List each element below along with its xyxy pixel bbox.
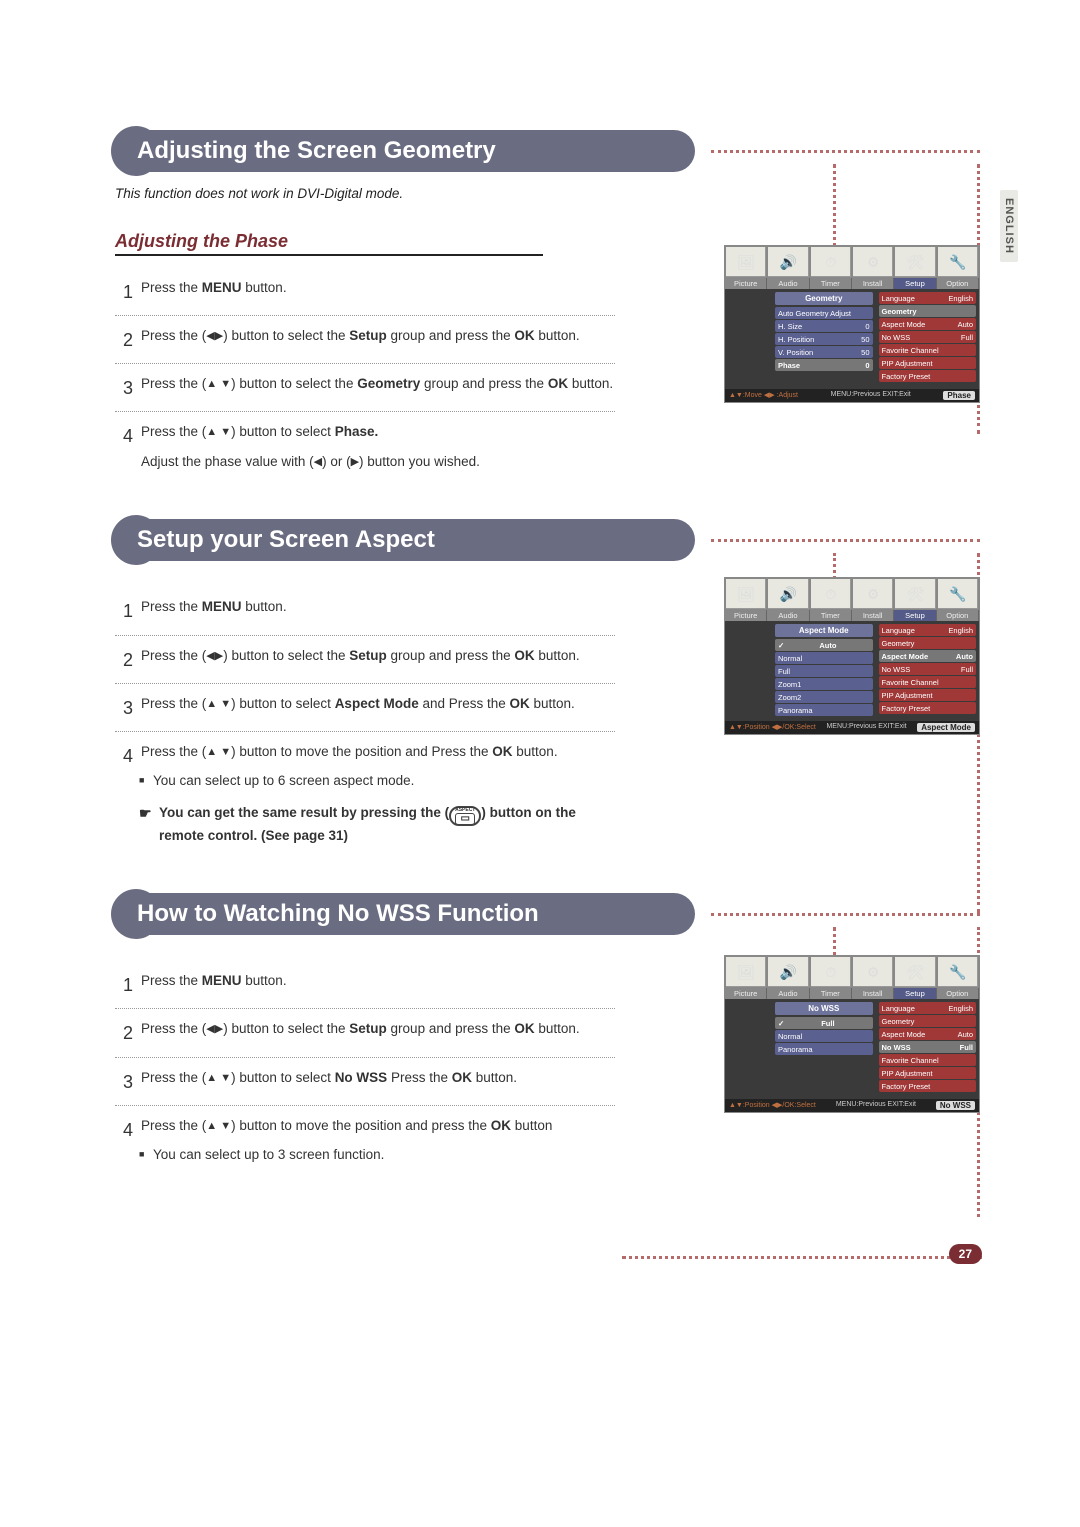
step-text: Press the (◀▶) button to select the Setu…: [141, 646, 615, 673]
page-number: 27: [949, 1244, 982, 1264]
step-num: 4: [115, 742, 141, 846]
step-num: 4: [115, 422, 141, 471]
step-text: Press the (▲ ▼) button to move the posit…: [141, 742, 615, 846]
bullet-note: You can select up to 3 screen function.: [141, 1145, 615, 1165]
step-text: Press the MENU button.: [141, 597, 615, 624]
language-tab: ENGLISH: [1000, 190, 1018, 262]
step-list: 1Press the MENU button. 2Press the (◀▶) …: [115, 587, 615, 855]
step-num: 4: [115, 1116, 141, 1165]
dotted-rule: [711, 913, 980, 916]
dotted-rule: [711, 539, 980, 542]
osd-screenshot-geometry: 🖼🔊⏱⚙🛠🔧PictureAudioTimerInstallSetupOptio…: [724, 245, 980, 403]
step-num: 2: [115, 1019, 141, 1046]
section-title: How to Watching No WSS Function: [115, 893, 695, 935]
step-text: Press the (▲ ▼) button to select Phase.A…: [141, 422, 615, 471]
step-text: Press the (▲ ▼) button to select the Geo…: [141, 374, 615, 401]
step-num: 3: [115, 694, 141, 721]
step-text: Press the (◀▶) button to select the Setu…: [141, 326, 615, 353]
dotted-rule: [711, 150, 980, 153]
step-text: Press the (▲ ▼) button to move the posit…: [141, 1116, 615, 1165]
step-num: 1: [115, 597, 141, 624]
step-list: 1Press the MENU button. 2Press the (◀▶) …: [115, 961, 615, 1174]
step-text: Press the (◀▶) button to select the Setu…: [141, 1019, 615, 1046]
section-aspect: Setup your Screen Aspect 1Press the MENU…: [115, 519, 980, 855]
dotted-rule-v: [833, 164, 836, 254]
step-text: Press the (▲ ▼) button to select No WSS …: [141, 1068, 615, 1095]
step-num: 1: [115, 971, 141, 998]
section-title: Setup your Screen Aspect: [115, 519, 695, 561]
section-note: This function does not work in DVI-Digit…: [115, 186, 545, 201]
step-num: 2: [115, 326, 141, 353]
section-nowss: How to Watching No WSS Function 1Press t…: [115, 893, 980, 1174]
section-subtitle: Adjusting the Phase: [115, 231, 543, 256]
page-footer-rule: 27: [622, 1255, 982, 1259]
step-text: Press the MENU button.: [141, 971, 615, 998]
step-num: 2: [115, 646, 141, 673]
step-num: 3: [115, 1068, 141, 1095]
step-num: 3: [115, 374, 141, 401]
bullet-note: You can select up to 6 screen aspect mod…: [141, 771, 615, 791]
step-num: 1: [115, 278, 141, 305]
step-list: 1Press the MENU button. 2Press the (◀▶) …: [115, 268, 615, 481]
step-text: Press the MENU button.: [141, 278, 615, 305]
osd-screenshot-aspect: 🖼🔊⏱⚙🛠🔧PictureAudioTimerInstallSetupOptio…: [724, 577, 980, 735]
osd-screenshot-nowss: 🖼🔊⏱⚙🛠🔧PictureAudioTimerInstallSetupOptio…: [724, 955, 980, 1113]
hand-note: You can get the same result by pressing …: [141, 803, 615, 846]
section-geometry: Adjusting the Screen Geometry This funct…: [115, 130, 980, 481]
step-text: Press the (▲ ▼) button to select Aspect …: [141, 694, 615, 721]
section-title: Adjusting the Screen Geometry: [115, 130, 695, 172]
